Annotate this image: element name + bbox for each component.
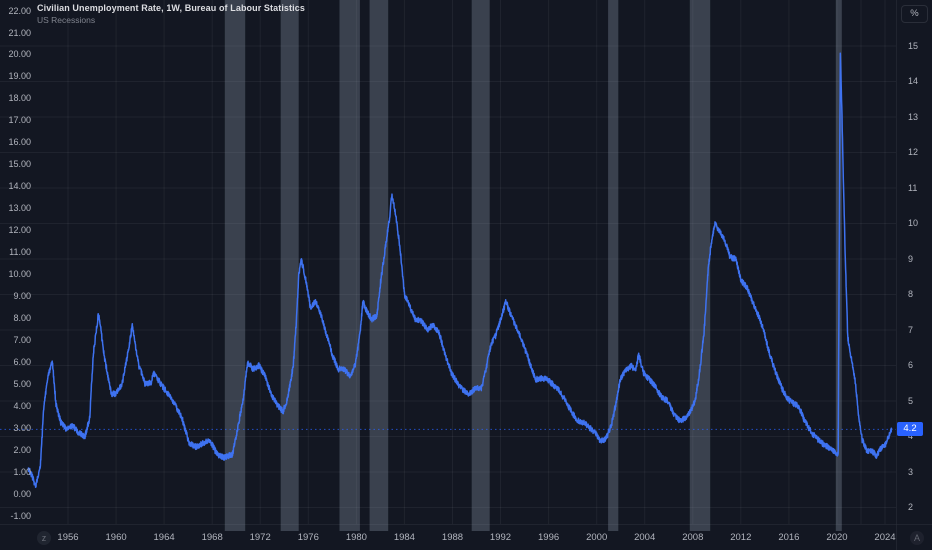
left-axis-tick: 16.00 [8, 137, 31, 148]
left-axis-tick: 17.00 [8, 115, 31, 126]
recession-band [369, 0, 389, 531]
recession-band [224, 0, 246, 531]
time-axis-tick: 2024 [874, 532, 896, 543]
left-axis-tick: 22.00 [8, 5, 31, 16]
time-axis-tick: 1968 [201, 532, 223, 543]
left-axis-tick: 4.00 [13, 400, 31, 411]
left-axis-tick: 7.00 [13, 334, 31, 345]
time-axis-tick: 2000 [586, 532, 608, 543]
auto-scale-icon[interactable]: A [910, 531, 924, 545]
right-axis-tick: 11 [908, 182, 918, 193]
right-axis-tick: 13 [908, 111, 919, 122]
left-axis-tick: 6.00 [13, 356, 31, 367]
time-axis-tick: 1992 [489, 532, 512, 543]
time-axis-tick: 2020 [826, 532, 848, 543]
time-axis-tick: 1960 [105, 532, 127, 543]
time-axis-tick: 1980 [345, 532, 367, 543]
time-axis-tick: 1956 [57, 532, 79, 543]
left-axis-tick: -1.00 [10, 510, 31, 521]
right-axis-tick: 9 [908, 253, 914, 264]
right-axis-tick: 7 [908, 324, 914, 335]
right-axis-tick: 2 [908, 502, 914, 512]
left-axis-tick: 21.00 [8, 27, 31, 38]
left-axis-tick: 13.00 [8, 203, 31, 214]
left-axis-tick: 15.00 [8, 159, 31, 170]
time-axis-tick: 2016 [778, 532, 800, 543]
time-axis-tick: 2012 [730, 532, 752, 543]
right-axis-tick: 8 [908, 289, 914, 299]
right-axis-tick: 10 [908, 218, 919, 228]
left-price-axis[interactable]: 22.00 21.00 20.00 19.00 18.00 17.00 16.00 15.00… [0, 0, 34, 524]
time-axis-tick: 1996 [538, 532, 560, 543]
recession-band [280, 0, 299, 531]
left-axis-tick: 9.00 [13, 290, 31, 301]
recession-band [471, 0, 490, 531]
right-axis-tick: 5 [908, 395, 914, 406]
recession-band [689, 0, 711, 531]
last-price-badge: 4.2 [897, 422, 923, 437]
right-axis-tick: 14 [908, 76, 919, 86]
left-axis-tick: 8.00 [13, 312, 31, 323]
left-axis-tick: 12.00 [8, 225, 31, 235]
right-price-axis[interactable]: % 4.2 15141312111098765432 [897, 0, 932, 524]
right-axis-tick: 6 [908, 360, 914, 370]
recession-band [608, 0, 619, 531]
left-axis-tick: 10.00 [8, 269, 31, 279]
left-axis-tick: 0.00 [13, 488, 31, 499]
time-axis-tick: 1964 [153, 532, 175, 543]
time-axis[interactable]: 1956 1960 1964 1968 1972 1976 1980 1984 1988 1992… [0, 524, 932, 550]
overlay-series-title[interactable]: US Recessions [37, 15, 96, 26]
left-axis-tick: 11.00 [9, 247, 31, 257]
right-axis-tick: 3 [908, 466, 914, 477]
left-axis-tick: 14.00 [8, 181, 31, 192]
time-axis-tick: 2004 [634, 532, 656, 543]
chart-legend: Civilian Unemployment Rate, 1W, Bureau o… [37, 3, 305, 26]
recession-band [339, 0, 360, 531]
left-axis-tick: 3.00 [13, 422, 31, 433]
right-axis-tick: 15 [908, 40, 919, 51]
time-axis-tick: 1976 [297, 532, 319, 543]
unemployment-rate-line [27, 52, 893, 489]
time-axis-tick: 2008 [682, 532, 704, 543]
left-axis-tick: 18.00 [8, 93, 31, 104]
right-axis-tick: 12 [908, 147, 919, 157]
left-axis-tick: 1.00 [13, 466, 31, 477]
left-axis-tick: 19.00 [8, 71, 31, 82]
series-title[interactable]: Civilian Unemployment Rate, 1W, Bureau o… [37, 3, 305, 13]
source-logo-icon[interactable]: z [37, 531, 51, 545]
left-axis-tick: 2.00 [13, 444, 31, 455]
left-axis-tick: 5.00 [13, 378, 31, 389]
percent-scale-button[interactable]: % [901, 5, 928, 23]
time-axis-tick: 1984 [393, 532, 415, 543]
time-axis-tick: 1972 [249, 532, 271, 543]
time-axis-tick: 1988 [441, 532, 464, 543]
left-axis-tick: 20.00 [8, 49, 31, 60]
